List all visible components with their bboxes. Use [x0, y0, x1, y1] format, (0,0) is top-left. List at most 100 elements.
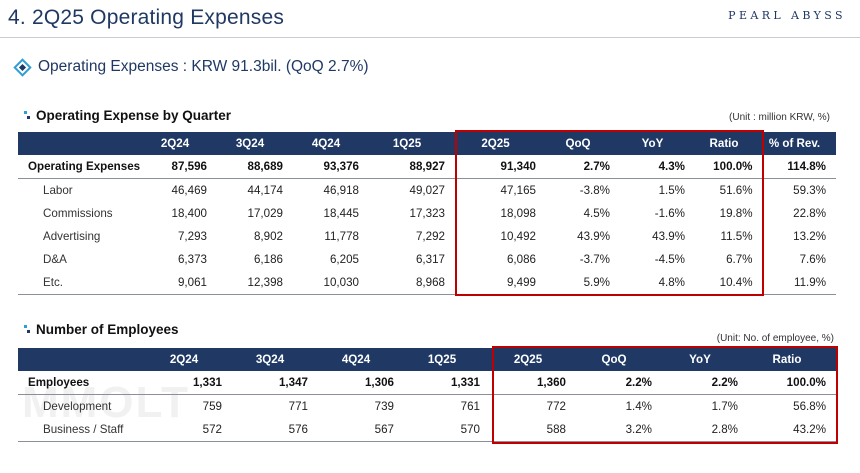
table-cell: 100.0% — [748, 371, 836, 395]
summary-text: Operating Expenses : KRW 91.3bil. (QoQ 2… — [38, 58, 369, 75]
row-label: Advertising — [43, 230, 101, 243]
table-cell: 93,376 — [293, 155, 369, 179]
opex-unit-note: (Unit : million KRW, %) — [729, 112, 830, 123]
table-cell: 759 — [202, 400, 222, 413]
row-label: Etc. — [18, 271, 143, 295]
table-cell: 4.5% — [583, 207, 610, 220]
row-label: D&A — [43, 253, 67, 266]
table-cell: 567 — [318, 418, 404, 442]
column-header: 2Q25 — [490, 348, 576, 371]
table-row: Development 759 771 739 761 772 1.4% 1.7% 56.8% — [18, 395, 836, 419]
table-cell: 772 — [546, 400, 566, 413]
table-cell: 7,292 — [415, 230, 445, 243]
table-cell: 59.3% — [762, 178, 836, 202]
table-cell: 1,306 — [318, 371, 404, 395]
column-header: 1Q25 — [404, 348, 490, 371]
table-cell: 1,331 — [404, 371, 490, 395]
table-cell: 6,086 — [506, 253, 536, 266]
row-label: Development — [43, 400, 112, 413]
column-header: Ratio — [695, 132, 763, 155]
table-cell: 22.8% — [762, 202, 836, 225]
column-header: 2Q24 — [143, 132, 217, 155]
table-cell: 2.8% — [662, 418, 748, 442]
column-header: 3Q24 — [232, 348, 318, 371]
table-cell: 572 — [146, 418, 232, 442]
table-cell: 6,373 — [177, 253, 207, 266]
column-header: Ratio — [748, 348, 836, 371]
table-row: Business / Staff 572 576 567 570 588 3.2% 2.8% 4… — [18, 418, 836, 442]
column-header: 4Q24 — [318, 348, 404, 371]
table-cell: 19.8% — [719, 207, 753, 220]
section-bullet-icon — [24, 111, 31, 120]
table-cell: 3.2% — [576, 418, 662, 442]
row-label: Business / Staff — [18, 418, 146, 442]
table-cell: 11.9% — [762, 271, 836, 295]
column-header: YoY — [620, 132, 695, 155]
table-cell: 739 — [374, 400, 394, 413]
table-cell: 51.6% — [719, 184, 753, 197]
table-cell: 9,061 — [143, 271, 217, 295]
section-bullet-icon — [24, 325, 31, 334]
table-cell: 4.8% — [620, 271, 695, 295]
table-cell: 2.2% — [576, 371, 662, 395]
row-label: Employees — [18, 371, 146, 395]
column-header: QoQ — [546, 132, 620, 155]
table-row: Etc. 9,061 12,398 10,030 8,968 9,499 5.9% 4.8% 1… — [18, 271, 836, 295]
table-cell: -3.8% — [579, 184, 610, 197]
table-row: D&A 6,373 6,186 6,205 6,317 6,086 -3.7% -4.5% 6.… — [18, 248, 836, 271]
table-cell: 18,400 — [171, 207, 207, 220]
column-header: 1Q25 — [369, 132, 455, 155]
table-cell: 7.6% — [762, 248, 836, 271]
table-cell: 11.5% — [720, 230, 753, 243]
employees-table: 2Q24 3Q24 4Q24 1Q25 2Q25 QoQ YoY Ratio Employee… — [18, 348, 836, 442]
table-cell: 2.2% — [662, 371, 748, 395]
employees-section-title-text: Number of Employees — [36, 322, 179, 337]
opex-table: 2Q24 3Q24 4Q24 1Q25 2Q25 QoQ YoY Ratio% of Rev.… — [18, 132, 836, 295]
table-cell: 6.7% — [726, 253, 753, 266]
table-cell: 49,027 — [409, 184, 445, 197]
opex-header-row: 2Q24 3Q24 4Q24 1Q25 2Q25 QoQ YoY Ratio% of Rev. — [18, 132, 836, 155]
table-cell: 44,174 — [247, 184, 283, 197]
table-cell: 588 — [490, 418, 576, 442]
table-row: Commissions 18,400 17,029 18,445 17,323 18,09… — [18, 202, 836, 225]
table-cell: -3.7% — [579, 253, 610, 266]
table-cell: 17,029 — [247, 207, 283, 220]
column-header: QoQ — [576, 348, 662, 371]
table-cell: 100.0% — [695, 155, 763, 179]
diamond-bullet-icon — [13, 57, 32, 77]
table-cell: 43.9% — [577, 230, 610, 243]
column-header: 4Q24 — [293, 132, 369, 155]
column-header — [18, 348, 146, 371]
table-cell: 114.8% — [762, 155, 836, 179]
table-cell: 13.2% — [762, 225, 836, 248]
opex-section-title-text: Operating Expense by Quarter — [36, 108, 232, 123]
table-cell: 1.5% — [658, 184, 685, 197]
table-row: Advertising 7,293 8,902 11,778 7,292 10,492 43… — [18, 225, 836, 248]
column-header — [18, 132, 143, 155]
row-label: Operating Expenses — [18, 155, 143, 179]
table-cell: 88,927 — [369, 155, 455, 179]
table-cell: 2.7% — [546, 155, 620, 179]
table-cell: 6,205 — [329, 253, 359, 266]
column-header: 3Q24 — [217, 132, 293, 155]
table-cell: 87,596 — [143, 155, 217, 179]
header-divider — [0, 37, 860, 38]
table-cell: 18,445 — [323, 207, 359, 220]
table-cell: 18,098 — [500, 207, 536, 220]
table-cell: 12,398 — [217, 271, 293, 295]
table-cell: 11,778 — [324, 230, 359, 243]
table-cell: 88,689 — [217, 155, 293, 179]
table-cell: 8,902 — [253, 230, 283, 243]
table-cell: 8,968 — [369, 271, 455, 295]
table-cell: 771 — [288, 400, 308, 413]
table-cell: 10,492 — [500, 230, 536, 243]
table-cell: 1.4% — [625, 400, 652, 413]
employees-header-row: 2Q24 3Q24 4Q24 1Q25 2Q25 QoQ YoY Ratio — [18, 348, 836, 371]
table-cell: 761 — [460, 400, 480, 413]
table-cell: -1.6% — [654, 207, 685, 220]
row-label: Commissions — [43, 207, 113, 220]
table-cell: 4.3% — [620, 155, 695, 179]
table-cell: 570 — [404, 418, 490, 442]
table-cell: 10,030 — [293, 271, 369, 295]
table-cell: 10.4% — [695, 271, 763, 295]
